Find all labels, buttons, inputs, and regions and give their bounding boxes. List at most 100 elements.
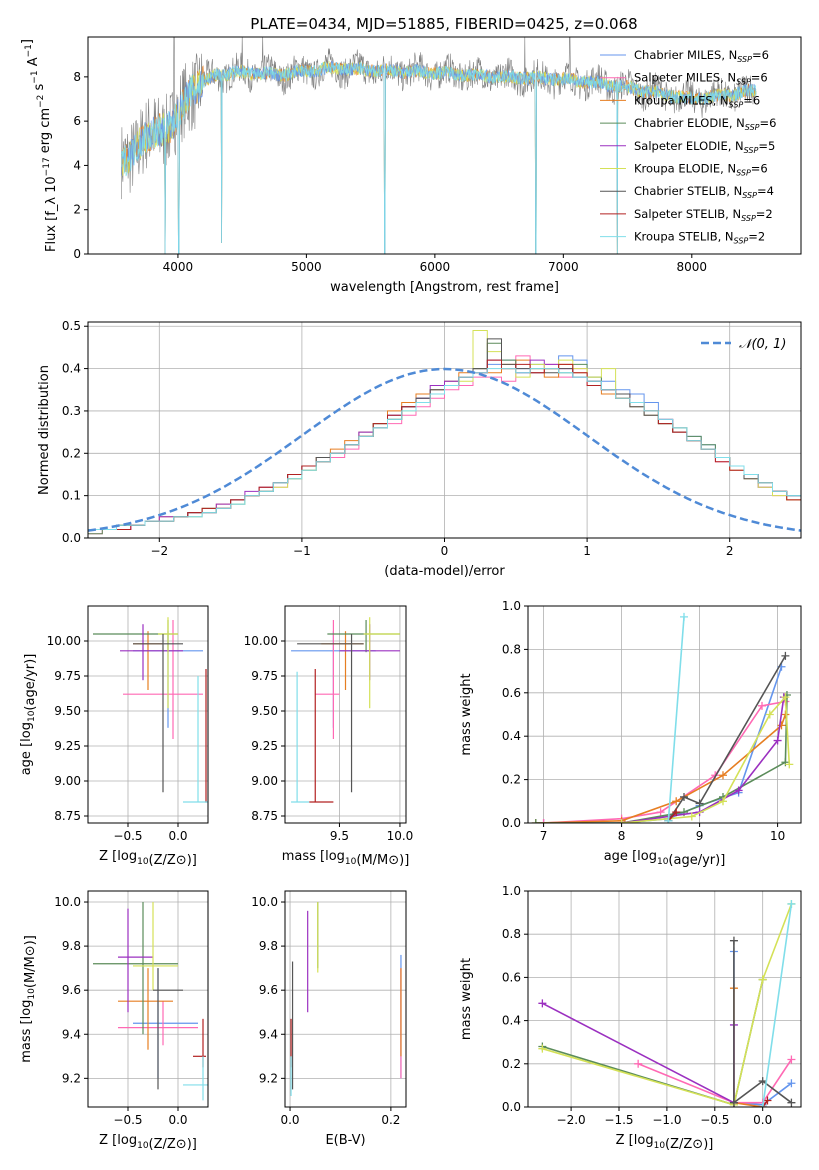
gaussian-curve (88, 367, 801, 532)
label-text: (M/M⊙)] (356, 853, 409, 868)
label-text: (M/M⊙)] (23, 935, 38, 988)
y-tick-label: 9.6 (62, 983, 81, 997)
x-tick-label: 6000 (420, 260, 451, 274)
label-sup: −2 (36, 95, 46, 108)
x-tick-label: 9 (696, 829, 704, 843)
label-text: Flux [f_λ 10 (44, 176, 59, 252)
label-text: Z [ (99, 1133, 117, 1148)
x-tick-label: −0.5 (113, 1113, 142, 1127)
axis-label: mass [log10(M/M⊙)] (282, 849, 410, 868)
weight-series-line (637, 1059, 793, 1104)
label-text: erg cm (38, 108, 53, 157)
panel-z-vs-mass: −0.5 0.09.29.49.69.810.0Z [log10(Z/Z⊙)]ma… (19, 890, 209, 1152)
legend-text: Kroupa STELIB, N (634, 230, 734, 244)
legend-text: Salpeter STELIB, N (634, 207, 741, 221)
x-tick-label: 0.0 (753, 1113, 772, 1127)
x-tick-label: 7000 (548, 260, 579, 274)
weight-point-marker (538, 999, 547, 1008)
weight-point-marker (729, 1098, 738, 1107)
weight-point-marker (672, 808, 681, 817)
legend-sub: SSP (742, 191, 757, 200)
weight-point-marker (617, 819, 626, 823)
axis-label: (data-model)/error (384, 564, 505, 579)
label-text: (age/yr)] (668, 853, 725, 868)
y-tick-label: 9.25 (54, 739, 81, 753)
legend-text: Kroupa MILES, N (634, 93, 729, 107)
label-text: log (117, 1133, 137, 1148)
label-text: wavelength [Angstrom, rest frame] (330, 280, 559, 295)
label-text: A (26, 57, 41, 70)
x-tick-label: 5000 (291, 260, 322, 274)
weight-point-marker (719, 771, 727, 780)
legend-text: =2 (748, 230, 765, 244)
weight-series-line (621, 695, 791, 823)
legend-label: Chabrier STELIB, NSSP=4 (634, 184, 774, 200)
label-sub: 10 (657, 857, 669, 867)
label-sub: 10 (137, 1141, 149, 1151)
x-tick-label: 10 (770, 829, 785, 843)
label-text: s (32, 83, 47, 94)
legend-text: Chabrier ELODIE, N (634, 116, 745, 130)
weight-series-line (543, 666, 783, 823)
weight-point-marker (719, 797, 727, 806)
legend-text: Kroupa ELODIE, N (634, 162, 736, 176)
weight-point-marker (734, 786, 743, 795)
label-text: log (19, 722, 34, 742)
y-tick-label: 10.00 (244, 634, 278, 648)
panel-z-vs-weight: −2.0 −1.5 −1.0 −0.5 0.0 0.0 0.2 0.4 0.6 0.8 1.0 Z [… (459, 884, 802, 1152)
legend-sub: SSP (736, 169, 751, 178)
weight-point-marker (539, 819, 548, 823)
weight-point-marker (763, 1096, 772, 1105)
weight-point-marker (787, 1055, 796, 1064)
weight-point-marker (680, 792, 688, 801)
weight-series-line (733, 940, 792, 1105)
legend-text: =6 (751, 162, 768, 176)
legend-sub: SSP (737, 55, 752, 64)
y-tick-label: 0.6 (502, 686, 521, 700)
weight-point-marker (758, 701, 766, 710)
weight-point-marker (758, 975, 767, 984)
weight-series-line (542, 903, 793, 1106)
axes-frame (87, 36, 802, 255)
legend-sub: SSP (736, 78, 751, 87)
weight-point-marker (656, 808, 665, 817)
y-tick-label: 9.8 (62, 939, 81, 953)
label-text: age [ (19, 742, 34, 775)
axis-label: Normed distribution (37, 365, 52, 495)
plot-area (291, 617, 400, 803)
legend-sub: SSP (745, 123, 760, 132)
legend-label: Chabrier MILES, NSSP=6 (634, 48, 769, 64)
label-text: (Z/Z⊙)] (149, 1137, 197, 1152)
y-tick-label: 0.2 (62, 446, 81, 460)
plot-area (93, 902, 208, 1101)
legend-text: Chabrier MILES, N (634, 48, 737, 62)
y-tick-label: 9.25 (251, 739, 278, 753)
y-tick-label: 1.0 (502, 884, 521, 898)
x-tick-label: 10.0 (387, 829, 414, 843)
y-tick-label: 8.75 (54, 809, 81, 823)
gaussian-legend-label: 𝒩(0, 1) (739, 337, 786, 352)
y-tick-label: 8.75 (251, 809, 278, 823)
plot-area (121, 37, 757, 254)
weight-point-marker (787, 899, 796, 908)
weight-point-marker (664, 816, 673, 823)
axis-label: Flux [f_λ 10−17 erg cm−2 s−1 A−1] (20, 39, 59, 252)
axes-frame (284, 890, 407, 1108)
legend-text: =6 (743, 93, 760, 107)
y-tick-label: 0.2 (502, 773, 521, 787)
model-spectrum-line (121, 61, 757, 254)
label-text: Z [ (99, 849, 117, 864)
axis-label: age [log10(age/yr)] (604, 849, 726, 868)
y-tick-label: 0.0 (62, 531, 81, 545)
legend-text: =5 (758, 139, 775, 153)
legend-label: Salpeter ELODIE, NSSP=5 (634, 139, 775, 155)
label-text: log (325, 849, 345, 864)
y-tick-label: 0.0 (502, 1100, 521, 1114)
legend-text: =6 (751, 71, 768, 85)
label-sup: −1 (30, 70, 40, 83)
label-text: ] (20, 39, 35, 44)
axis-label: mass weight (459, 958, 474, 1040)
legend-text: =4 (757, 184, 774, 198)
